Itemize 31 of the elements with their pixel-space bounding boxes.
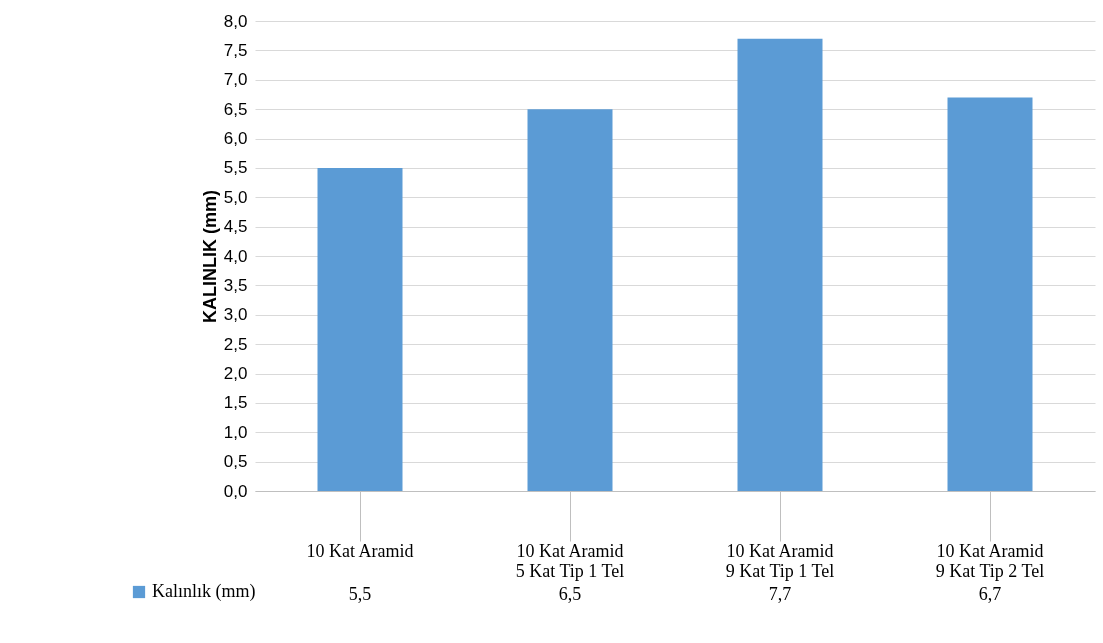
y-axis-title: KALINLIK (mm) bbox=[199, 190, 220, 323]
x-tick-label: 10 Kat Aramid 5 Kat Tip 1 Tel bbox=[515, 540, 625, 581]
y-tick-label: 6,0 bbox=[223, 129, 248, 148]
legend-label: Kalınlık (mm) bbox=[152, 581, 256, 602]
x-tick-label: 10 Kat Aramid 9 Kat Tip 2 Tel bbox=[935, 540, 1045, 581]
bar bbox=[527, 109, 613, 491]
x-tick-label: 10 Kat Aramid 9 Kat Tip 1 Tel bbox=[725, 540, 835, 581]
data-label: 7,7 bbox=[768, 584, 792, 604]
y-tick-label: 4,0 bbox=[223, 246, 248, 266]
x-tick-label: 10 Kat Aramid bbox=[306, 540, 414, 561]
y-tick-label: 5,5 bbox=[223, 158, 248, 178]
y-tick-label: 4,5 bbox=[223, 217, 248, 237]
y-tick-label: 1,5 bbox=[223, 393, 248, 413]
y-tick-label: 0,0 bbox=[223, 481, 248, 501]
bar bbox=[737, 38, 823, 491]
y-tick-label: 0,5 bbox=[223, 452, 248, 472]
y-tick-label: 2,0 bbox=[223, 364, 248, 383]
bar bbox=[317, 167, 403, 491]
y-tick-label: 6,5 bbox=[223, 99, 248, 119]
y-tick-label: 3,5 bbox=[223, 275, 248, 295]
y-tick-label: 1,0 bbox=[223, 422, 248, 442]
data-label: 6,7 bbox=[978, 584, 1002, 604]
y-tick-label: 7,0 bbox=[223, 70, 248, 90]
y-tick-label: 3,0 bbox=[223, 305, 248, 325]
data-label: 5,5 bbox=[348, 584, 372, 604]
y-tick-label: 7,5 bbox=[223, 40, 248, 60]
bar bbox=[947, 97, 1033, 491]
y-tick-label: 2,5 bbox=[223, 334, 248, 354]
y-tick-label: 8,0 bbox=[223, 11, 248, 31]
data-label: 6,5 bbox=[558, 584, 582, 604]
y-tick-label: 5,0 bbox=[223, 187, 248, 207]
